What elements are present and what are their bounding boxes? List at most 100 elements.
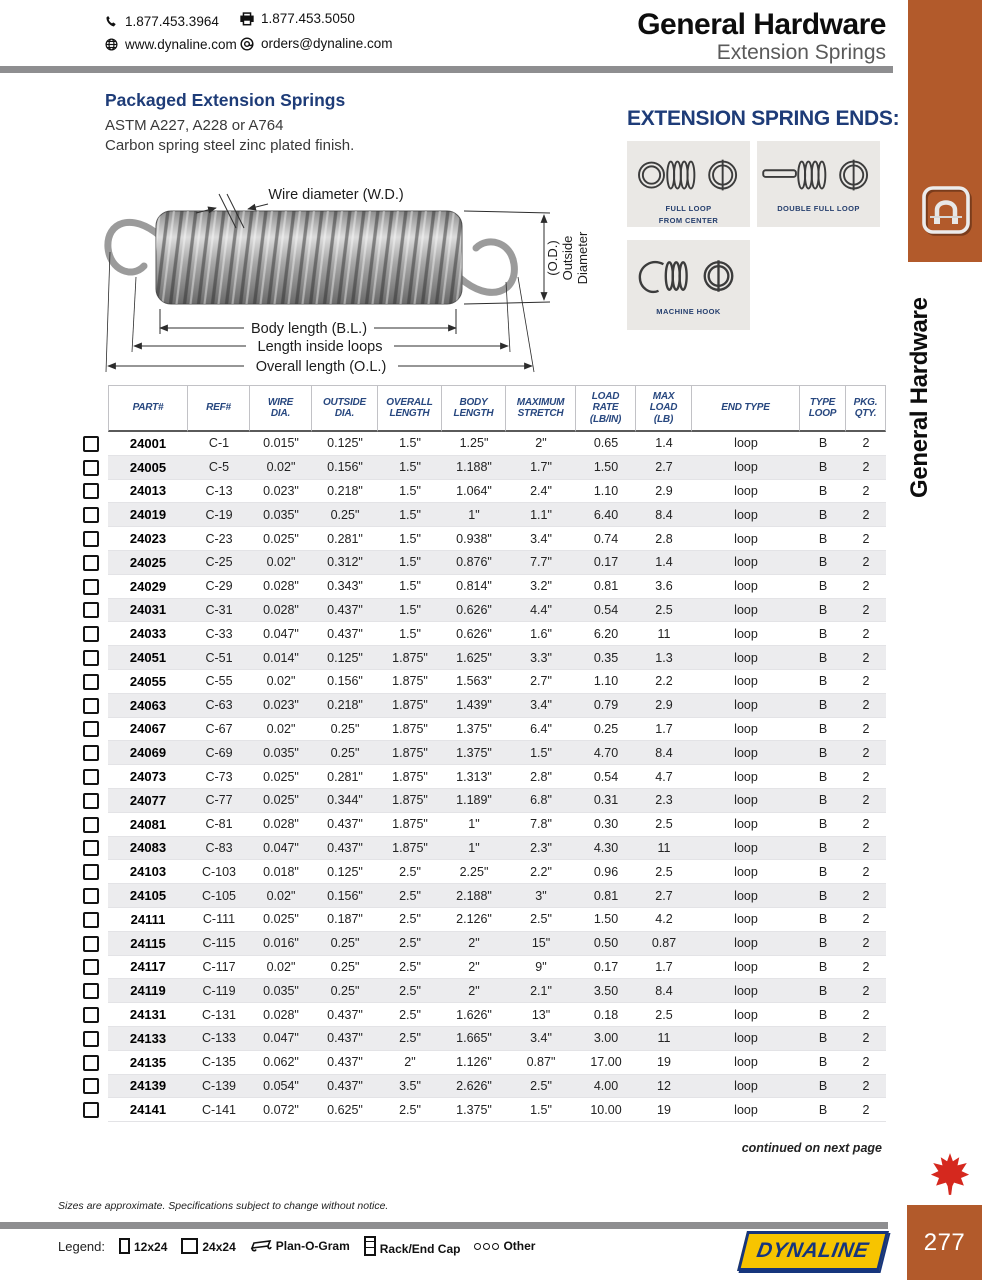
row-checkbox[interactable] — [83, 626, 99, 643]
row-checkbox[interactable] — [83, 816, 99, 833]
cell-max-stretch: 3.2" — [506, 575, 576, 599]
intro-finish-line: Carbon spring steel zinc plated finish. — [105, 137, 355, 154]
row-checkbox-cell — [83, 741, 108, 765]
cell-wire-dia: 0.02" — [250, 550, 312, 575]
row-checkbox[interactable] — [83, 864, 99, 881]
cell-load-rate: 6.20 — [576, 622, 636, 647]
cell-end-type: loop — [692, 670, 800, 694]
cell-type-loop: B — [800, 1098, 846, 1123]
cell-overall-length: 1.5" — [378, 455, 442, 480]
maple-leaf-icon — [930, 1153, 970, 1195]
row-checkbox[interactable] — [83, 673, 99, 690]
table-row: 24133 C-133 0.047" 0.437" 2.5" 1.665" 3.4" 3.00… — [83, 1026, 886, 1051]
row-checkbox[interactable] — [83, 435, 99, 452]
cell-wire-dia: 0.035" — [250, 741, 312, 766]
row-checkbox[interactable] — [83, 554, 99, 571]
row-checkbox-cell — [83, 789, 108, 813]
cell-wire-dia: 0.02" — [250, 455, 312, 480]
cell-max-stretch: 3.3" — [506, 646, 576, 670]
email-address[interactable]: orders@dynaline.com — [261, 36, 393, 51]
box-12x24-icon — [119, 1238, 130, 1254]
table-row: 24131 C-131 0.028" 0.437" 2.5" 1.626" 13" 0.18 2… — [83, 1003, 886, 1027]
row-checkbox[interactable] — [83, 721, 99, 738]
cell-ref: C-73 — [188, 765, 250, 789]
row-checkbox[interactable] — [83, 507, 99, 524]
row-checkbox[interactable] — [83, 602, 99, 619]
row-checkbox[interactable] — [83, 531, 99, 548]
row-checkbox[interactable] — [83, 792, 99, 809]
row-checkbox[interactable] — [83, 745, 99, 762]
row-checkbox[interactable] — [83, 769, 99, 786]
cell-load-rate: 4.30 — [576, 836, 636, 861]
cell-max-load: 8.4 — [636, 741, 692, 766]
cell-end-type: loop — [692, 908, 800, 932]
row-checkbox[interactable] — [83, 911, 99, 928]
cell-pkg-qty: 2 — [846, 1003, 886, 1027]
row-checkbox[interactable] — [83, 888, 99, 905]
cell-pkg-qty: 2 — [846, 646, 886, 670]
cell-type-loop: B — [800, 480, 846, 504]
row-checkbox[interactable] — [83, 459, 99, 476]
cell-pkg-qty: 2 — [846, 765, 886, 789]
dots-other-icon — [474, 1243, 500, 1253]
cell-max-load: 1.4 — [636, 432, 692, 456]
table-row: 24083 C-83 0.047" 0.437" 1.875" 1" 2.3" 4.30 11 l… — [83, 836, 886, 861]
spring-end-double-full-loop: DOUBLE FULL LOOP — [757, 141, 880, 227]
row-checkbox[interactable] — [83, 1102, 99, 1119]
cell-body-length: 1.375" — [442, 741, 506, 766]
row-checkbox[interactable] — [83, 840, 99, 857]
cell-load-rate: 3.50 — [576, 979, 636, 1004]
table-row: 24063 C-63 0.023" 0.218" 1.875" 1.439" 3.4" 0.7… — [83, 693, 886, 718]
row-checkbox[interactable] — [83, 959, 99, 976]
cell-outside-dia: 0.437" — [312, 813, 378, 837]
cell-type-loop: B — [800, 979, 846, 1004]
cell-ref: C-63 — [188, 693, 250, 718]
legend-item-label: Plan-O-Gram — [275, 1239, 350, 1253]
row-checkbox[interactable] — [83, 1030, 99, 1047]
row-checkbox[interactable] — [83, 1078, 99, 1095]
row-checkbox[interactable] — [83, 935, 99, 952]
row-checkbox[interactable] — [83, 578, 99, 595]
cell-overall-length: 1.5" — [378, 598, 442, 623]
cell-part: 24117 — [108, 956, 188, 980]
cell-outside-dia: 0.125" — [312, 432, 378, 456]
website-url[interactable]: www.dynaline.com — [125, 37, 237, 52]
cell-wire-dia: 0.025" — [250, 788, 312, 813]
row-checkbox[interactable] — [83, 1054, 99, 1071]
row-checkbox[interactable] — [83, 650, 99, 667]
cell-load-rate: 0.74 — [576, 527, 636, 551]
cell-max-stretch: 2.2" — [506, 860, 576, 885]
cell-max-stretch: 2.4" — [506, 480, 576, 504]
dynaline-logo: DYNALINE — [737, 1231, 889, 1271]
cell-end-type: loop — [692, 575, 800, 599]
cell-load-rate: 0.81 — [576, 575, 636, 599]
cell-ref: C-67 — [188, 718, 250, 742]
cell-type-loop: B — [800, 813, 846, 837]
row-checkbox[interactable] — [83, 483, 99, 500]
cell-wire-dia: 0.02" — [250, 670, 312, 694]
cell-ref: C-135 — [188, 1051, 250, 1075]
cell-type-loop: B — [800, 956, 846, 980]
column-header: TYPE LOOP — [800, 385, 846, 432]
cell-part: 24031 — [108, 598, 188, 623]
cell-type-loop: B — [800, 432, 846, 456]
cell-ref: C-33 — [188, 622, 250, 647]
row-checkbox[interactable] — [83, 1007, 99, 1024]
cell-part: 24077 — [108, 788, 188, 813]
cell-max-load: 8.4 — [636, 503, 692, 528]
row-checkbox[interactable] — [83, 697, 99, 714]
row-checkbox-cell — [83, 551, 108, 575]
cell-ref: C-51 — [188, 646, 250, 670]
cell-overall-length: 2.5" — [378, 956, 442, 980]
cell-end-type: loop — [692, 860, 800, 885]
spring-spec-table: PART# REF# WIRE DIA. OUTSIDE DIA. OVERALL LE… — [83, 385, 886, 1123]
cell-max-load: 11 — [636, 1026, 692, 1051]
cell-overall-length: 1.5" — [378, 432, 442, 456]
cell-body-length: 1.126" — [442, 1051, 506, 1075]
cell-outside-dia: 0.156" — [312, 884, 378, 908]
cell-body-length: 1.625" — [442, 646, 506, 670]
row-checkbox[interactable] — [83, 983, 99, 1000]
continued-note: continued on next page — [741, 1141, 882, 1155]
cell-wire-dia: 0.023" — [250, 480, 312, 504]
cell-type-loop: B — [800, 575, 846, 599]
